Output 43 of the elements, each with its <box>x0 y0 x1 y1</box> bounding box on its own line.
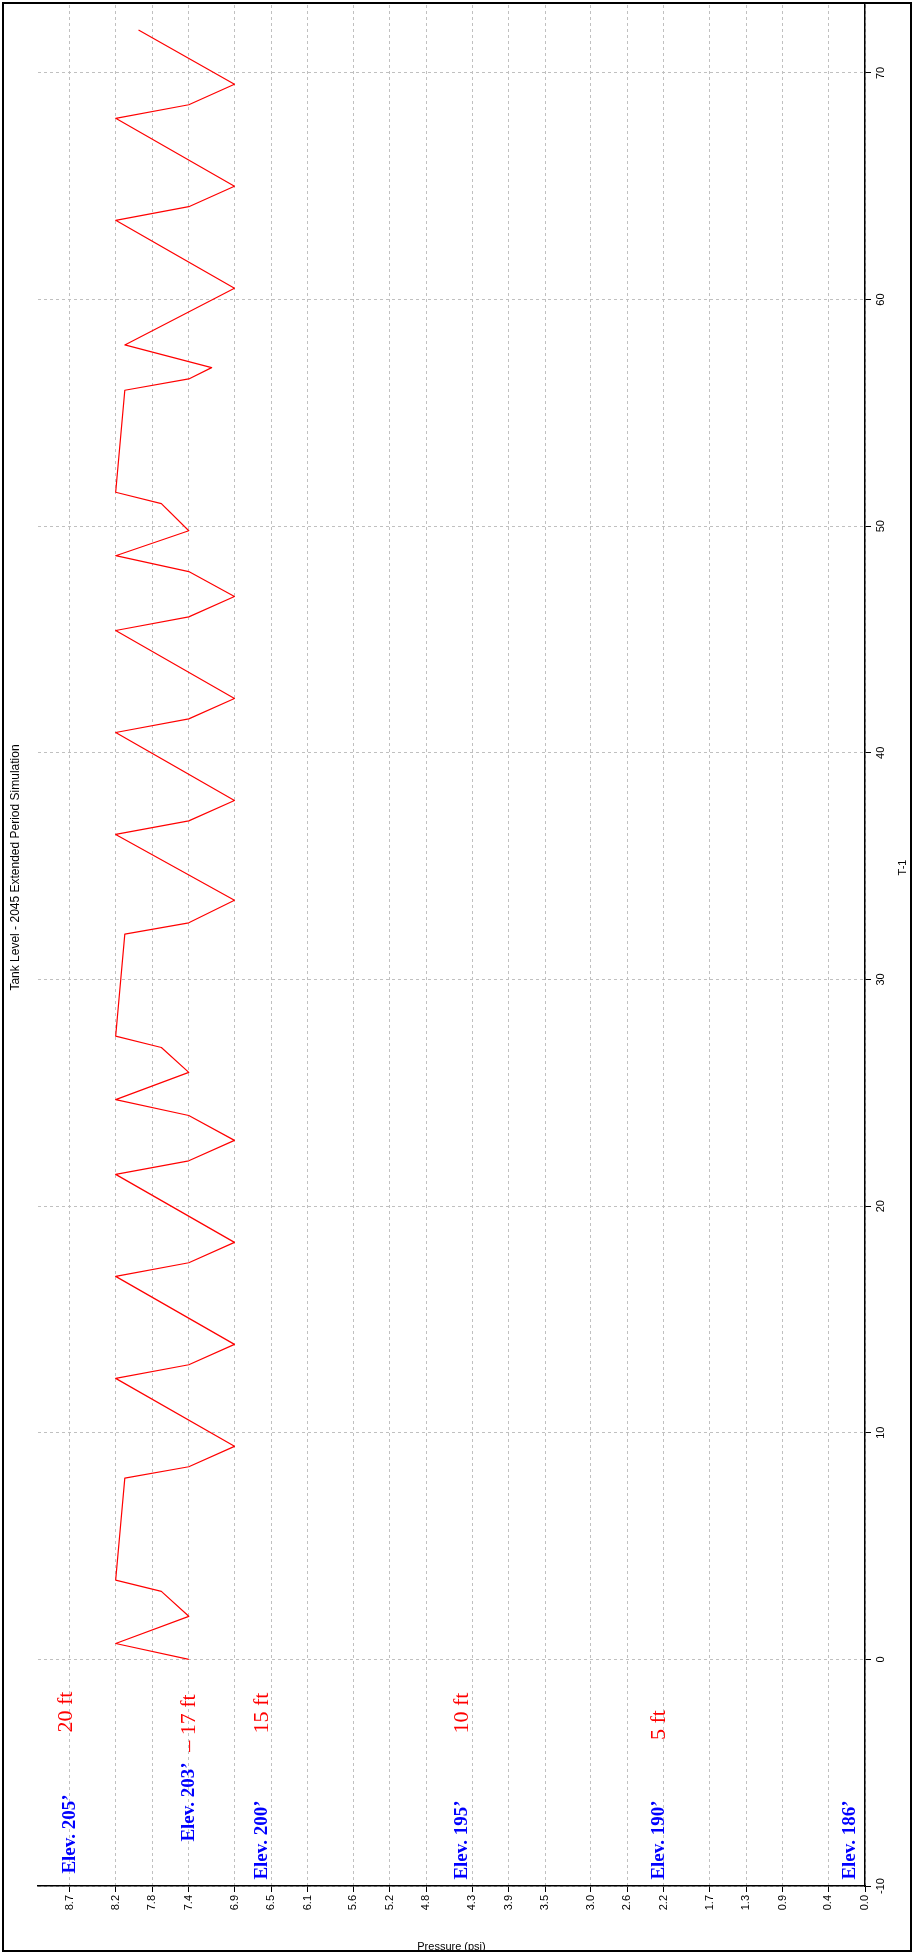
x-tick-label: 6.9 <box>227 1895 240 1911</box>
x-tick-label: 3.0 <box>583 1895 596 1911</box>
annotation: Elev. 190’ <box>646 1800 668 1880</box>
y-tick-label: 50 <box>874 520 887 533</box>
y-tick-label: -10 <box>874 1878 887 1894</box>
x-tick-label: 0.9 <box>775 1895 788 1911</box>
x-tick-label: 5.6 <box>346 1895 359 1911</box>
x-tick-label: 6.5 <box>264 1895 277 1911</box>
x-tick-label: 1.3 <box>739 1895 752 1911</box>
annotation: – 17 ft <box>174 1694 200 1753</box>
x-tick-label: 6.1 <box>300 1895 313 1911</box>
x-tick-label: 2.2 <box>656 1895 669 1911</box>
annotation: 5 ft <box>644 1710 670 1740</box>
x-tick-label: 3.5 <box>538 1895 551 1911</box>
x-tick-label: 1.7 <box>702 1895 715 1911</box>
x-tick-label: 8.7 <box>63 1895 76 1911</box>
annotation: Elev. 186’ <box>837 1800 859 1880</box>
annotation: Elev. 200’ <box>249 1800 271 1880</box>
x-tick-label: 2.6 <box>620 1895 633 1911</box>
x-tick-label: 3.9 <box>501 1895 514 1911</box>
y-tick-label: 30 <box>874 973 887 986</box>
y-tick-label: 70 <box>874 66 887 80</box>
x-tick-label: 7.4 <box>181 1895 194 1911</box>
annotation: Elev. 203’ <box>176 1762 198 1842</box>
x-tick-label: 8.2 <box>108 1895 121 1911</box>
annotation: 10 ft <box>447 1692 473 1734</box>
x-tick-label: 4.3 <box>465 1895 478 1911</box>
y-tick-label: 40 <box>874 746 887 759</box>
text: Tank Level - 2045 Extended Period Simulation <box>8 744 23 991</box>
x-tick-label: 7.8 <box>145 1895 158 1911</box>
annotation: 20 ft <box>51 1691 77 1733</box>
y-tick-label: 60 <box>874 293 887 306</box>
y-tick-label: 0 <box>874 1656 887 1663</box>
x-tick-label: 4.8 <box>419 1895 432 1911</box>
annotation: Elev. 195’ <box>449 1800 471 1880</box>
y-tick-label: 10 <box>874 1426 887 1439</box>
annotation: 15 ft <box>247 1692 273 1734</box>
y-tick-label: 20 <box>874 1200 887 1213</box>
annotation: Elev. 205’ <box>57 1794 79 1874</box>
x-tick-label: 5.2 <box>382 1895 395 1911</box>
x-tick-label: 0.0 <box>858 1895 871 1911</box>
x-tick-label: 0.4 <box>821 1895 834 1911</box>
y-axis-title: T-1 <box>896 859 909 876</box>
